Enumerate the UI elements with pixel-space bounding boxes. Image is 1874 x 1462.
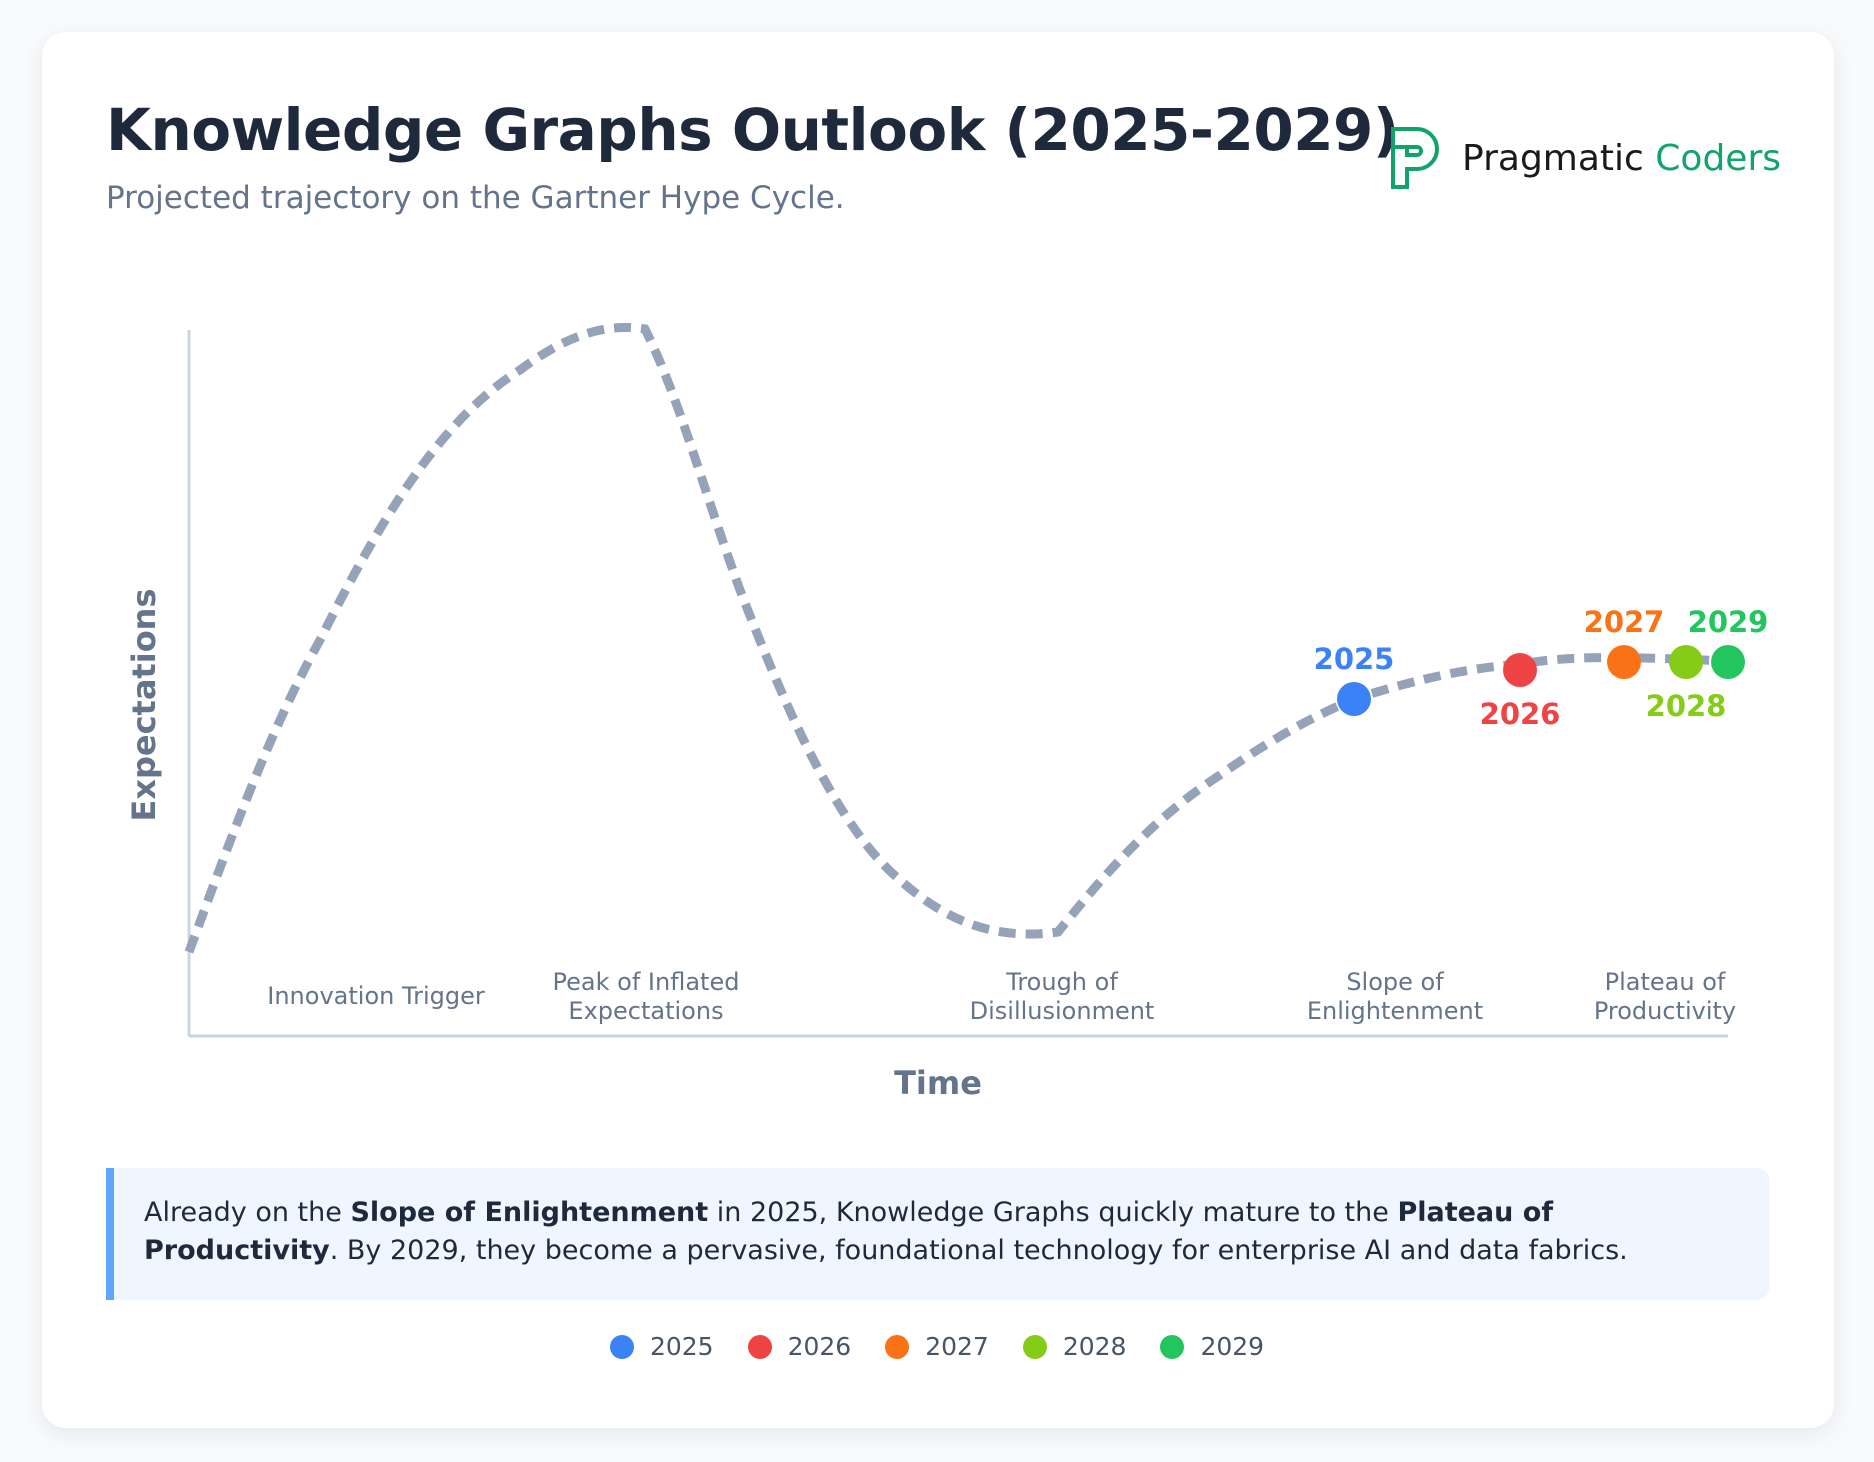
summary-callout: Already on the Slope of Enlightenment in… [106, 1168, 1770, 1300]
legend-item-2026: 2026 [747, 1332, 852, 1361]
legend-label: 2029 [1200, 1332, 1265, 1361]
point-2027 [1607, 645, 1641, 679]
legend-dot-icon [1160, 1334, 1185, 1359]
legend-dot-icon [747, 1334, 772, 1359]
logo-text: Pragmatic Coders [1462, 137, 1781, 179]
logo: Pragmatic Coders [1390, 126, 1781, 190]
point-label-2025: 2025 [1314, 642, 1395, 676]
point-2028 [1669, 645, 1703, 679]
phase-label: Slope of Enlightenment [1307, 968, 1483, 1025]
point-label-2028: 2028 [1646, 689, 1727, 723]
legend-label: 2026 [787, 1332, 852, 1361]
point-2026 [1503, 653, 1537, 687]
point-2029 [1711, 645, 1745, 679]
page-title: Knowledge Graphs Outlook (2025-2029) [106, 96, 1399, 164]
point-label-2027: 2027 [1584, 605, 1665, 639]
legend-item-2025: 2025 [609, 1332, 714, 1361]
x-axis-label: Time [894, 1064, 982, 1102]
logo-mark-icon [1391, 127, 1439, 189]
legend-item-2027: 2027 [885, 1332, 989, 1361]
legend-label: 2025 [649, 1332, 714, 1361]
legend-label: 2027 [925, 1332, 989, 1361]
phase-label: Trough of Disillusionment [970, 968, 1155, 1025]
legend-item-2029: 2029 [1160, 1332, 1264, 1361]
point-label-2026: 2026 [1480, 697, 1561, 731]
legend-dot-icon [609, 1334, 634, 1359]
y-axis-label: Expectations [125, 588, 163, 821]
point-label-2029: 2029 [1688, 605, 1769, 639]
legend: 2025 2026 2027 2028 2029 [0, 1332, 1874, 1361]
hype-curve [184, 323, 1729, 954]
phase-label: Innovation Trigger [267, 982, 485, 1010]
legend-dot-icon [1022, 1334, 1047, 1359]
phase-label: Plateau of Productivity [1594, 968, 1736, 1025]
legend-dot-icon [885, 1334, 910, 1359]
point-2025 [1337, 682, 1371, 716]
legend-label: 2028 [1062, 1332, 1127, 1361]
page-subtitle: Projected trajectory on the Gartner Hype… [106, 180, 845, 216]
phase-label: Peak of Inflated Expectations [553, 968, 740, 1025]
legend-item-2028: 2028 [1022, 1332, 1127, 1361]
